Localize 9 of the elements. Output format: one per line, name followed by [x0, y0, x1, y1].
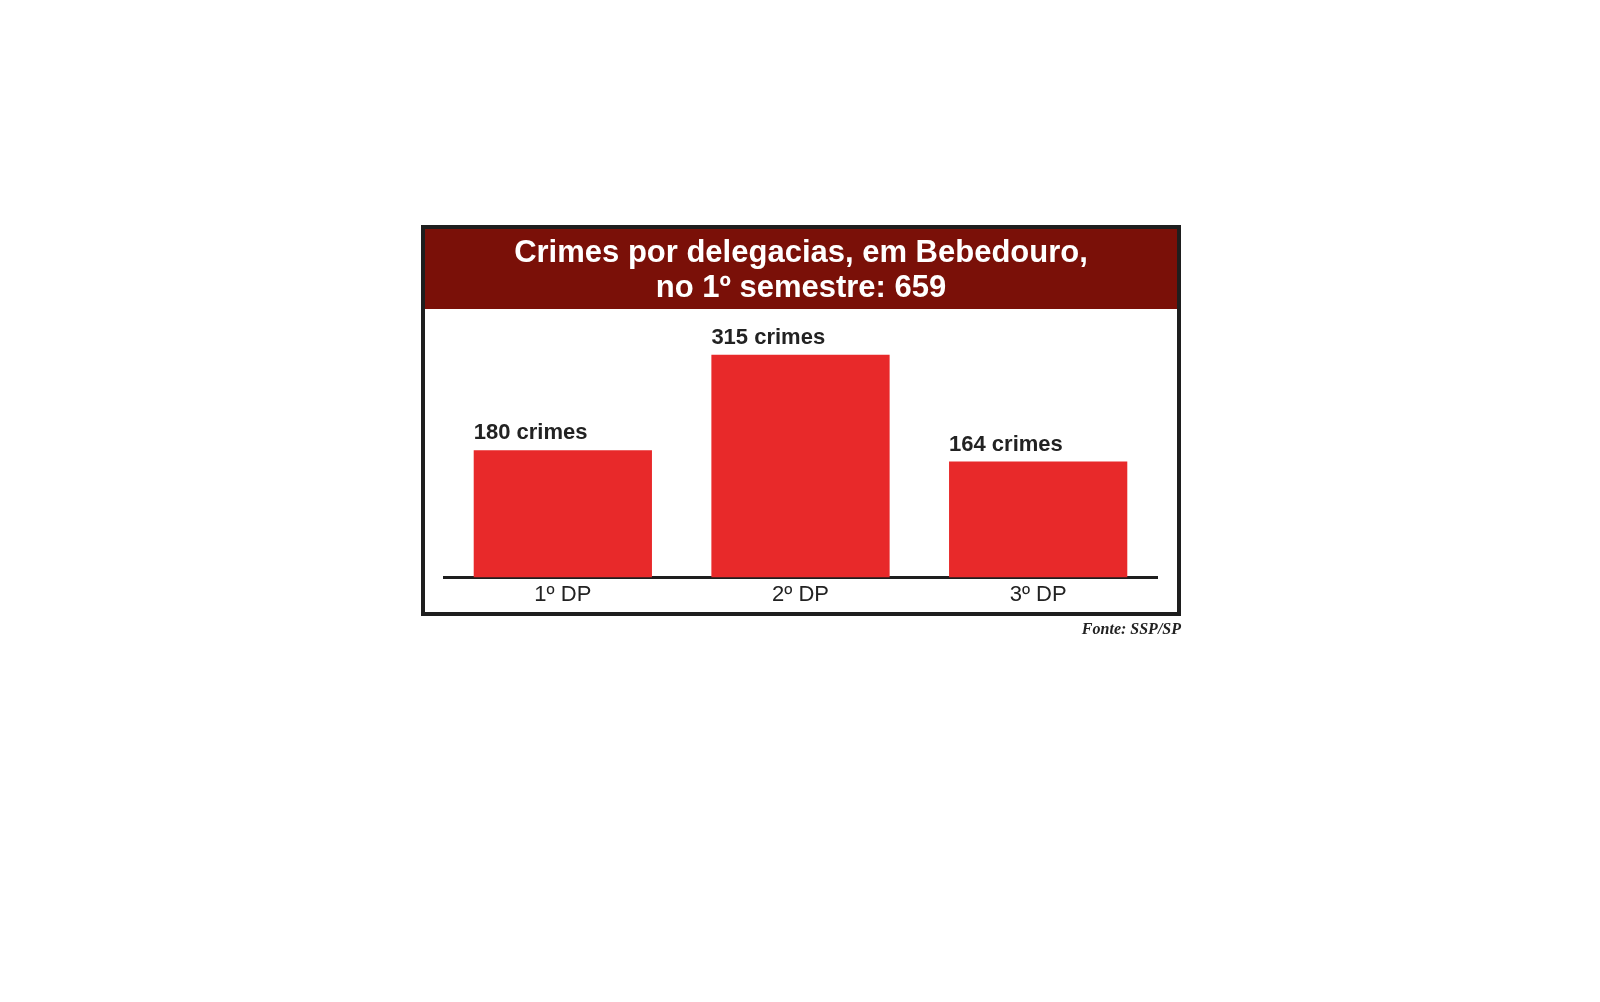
x-tick-label: 3º DP [1009, 580, 1067, 606]
data-label: 315 crimes [711, 323, 826, 349]
data-label: 180 crimes [473, 419, 588, 445]
x-tick-label: 1º DP [534, 580, 592, 606]
header-banner: Crimes por delegacias, em Bebedouro, no 1º semestre: 659 [425, 229, 1177, 309]
chart-title: Crimes por delegacias, em Bebedouro, no 1º semestre: 659 [514, 234, 1088, 304]
data-label: 164 crimes [949, 430, 1063, 456]
source-note: Fonte: SSP/SP [1080, 620, 1181, 638]
x-tick-label: 2º DP [772, 580, 829, 606]
